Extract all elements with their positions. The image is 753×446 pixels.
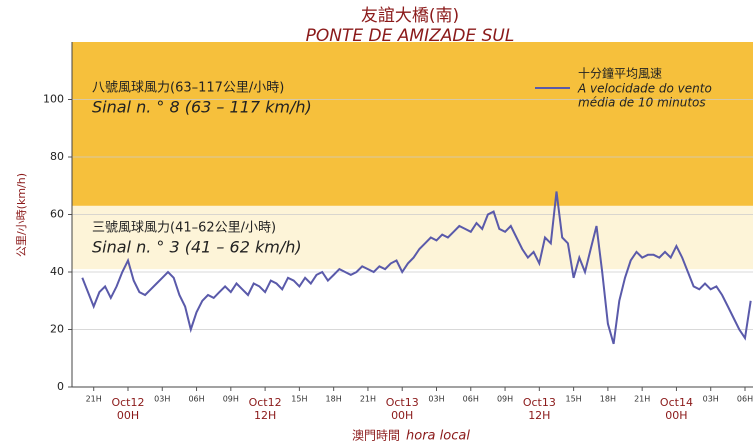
- x-tick-label: Oct13 12H: [523, 396, 556, 422]
- x-tick-label: 15H: [566, 395, 582, 404]
- y-axis-label: 公里/小時(km/h): [15, 173, 28, 257]
- y-tick-label: 100: [43, 93, 64, 106]
- x-axis-label: 澳門時間: [352, 429, 400, 443]
- legend-label-pt: média de 10 minutos: [578, 96, 706, 110]
- chart-subtitle: PONTE DE AMIZADE SUL: [306, 26, 515, 46]
- wind-line: [81, 191, 752, 345]
- x-tick-label: 03H: [154, 395, 170, 404]
- y-tick-label: 40: [50, 265, 64, 278]
- band-label: 八號風球風力(63–117公里/小時): [92, 81, 284, 96]
- x-tick-label: 15H: [291, 395, 307, 404]
- x-tick-label: 18H: [600, 395, 616, 404]
- y-tick-label: 20: [50, 323, 64, 336]
- legend-label-pt: A velocidade do vento: [577, 82, 712, 96]
- x-tick-label: 21H: [86, 395, 102, 404]
- y-tick-label: 60: [50, 208, 64, 221]
- band-label-pt: Sinal n. ° 3 (41 – 62 km/h): [92, 237, 302, 256]
- y-tick-label: 80: [50, 150, 64, 163]
- warning-band: [72, 42, 753, 206]
- x-tick-label: 03H: [703, 395, 719, 404]
- x-tick-label: 06H: [463, 395, 479, 404]
- x-tick-label: 06H: [188, 395, 204, 404]
- band-label-pt: Sinal n. ° 8 (63 – 117 km/h): [92, 98, 312, 117]
- chart-title: 友誼大橋(南): [361, 6, 459, 26]
- x-tick-label: 03H: [428, 395, 444, 404]
- x-tick-label: 21H: [634, 395, 650, 404]
- x-tick-label: 09H: [497, 395, 513, 404]
- x-tick-label: Oct12 12H: [249, 396, 282, 422]
- band-label: 三號風球風力(41–62公里/小時): [92, 220, 276, 235]
- legend-label: 十分鐘平均風速: [578, 66, 662, 81]
- x-axis-label-pt: hora local: [406, 429, 470, 444]
- y-tick-label: 0: [57, 380, 64, 393]
- x-tick-label: Oct12 00H: [111, 396, 144, 422]
- x-tick-label: Oct14 00H: [660, 396, 693, 422]
- x-tick-label: 09H: [223, 395, 239, 404]
- x-tick-label: 18H: [326, 395, 342, 404]
- x-tick-label: Oct13 00H: [386, 396, 419, 422]
- x-tick-label: 06H: [737, 395, 753, 404]
- x-tick-label: 21H: [360, 395, 376, 404]
